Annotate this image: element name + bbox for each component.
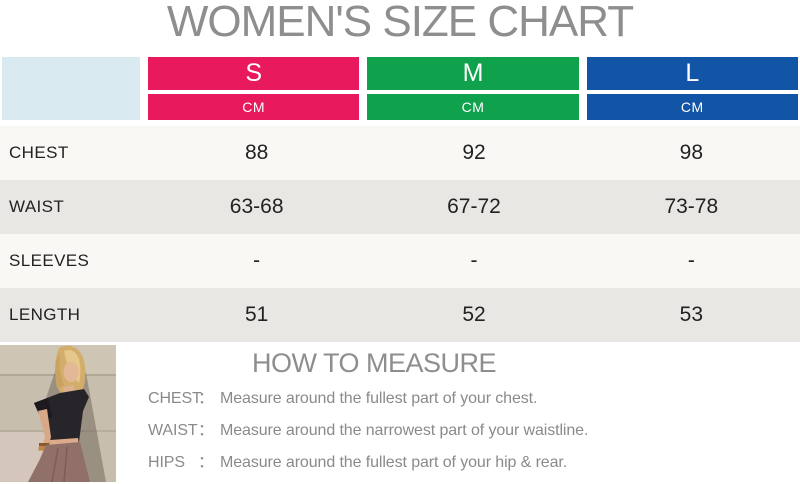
waist-value-l: 73-78	[664, 195, 719, 218]
model-photo	[0, 345, 116, 482]
page-title: WOMEN'S SIZE CHART	[166, 0, 634, 46]
size-header-m: M	[367, 57, 579, 90]
model-photo-illustration	[0, 345, 116, 482]
table-row-length: LENGTH 51 52 53	[0, 288, 800, 342]
table-row-sleeves: SLEEVES - - -	[0, 234, 800, 288]
how-to-measure-heading: HOW TO MEASURE	[251, 348, 497, 378]
size-header-l: L	[586, 57, 798, 90]
size-table-header: S M L CM CM CM	[2, 57, 798, 120]
measure-text-hips: Measure around the fullest part of your …	[220, 454, 568, 471]
measure-label-waist: WAIST	[148, 422, 198, 439]
measure-text-chest: Measure around the fullest part of your …	[220, 390, 538, 407]
sleeves-value-l: -	[687, 249, 695, 272]
sleeves-value-m: -	[470, 249, 478, 272]
size-header-s: S	[148, 57, 360, 90]
row-label-length: LENGTH	[9, 305, 81, 324]
table-row-chest: CHEST 88 92 98	[0, 126, 800, 180]
measure-label-chest: CHEST	[148, 390, 202, 407]
measure-colon: ：	[198, 422, 214, 439]
sleeves-value-s: -	[253, 249, 261, 272]
measure-item-waist: WAIST ： Measure around the narrowest par…	[148, 420, 632, 442]
size-table-body: CHEST 88 92 98 WAIST 63-68 67-72 73-78 S…	[0, 126, 800, 342]
corner-cell	[2, 57, 140, 120]
chest-value-l: 98	[679, 141, 703, 164]
chest-value-m: 92	[462, 141, 486, 164]
measure-item-hips: HIPS ： Measure around the fullest part o…	[148, 452, 632, 474]
length-value-l: 53	[679, 303, 703, 326]
waist-value-s: 63-68	[229, 195, 284, 218]
measure-colon: ：	[198, 454, 214, 471]
measure-colon: ：	[198, 390, 214, 407]
waist-value-m: 67-72	[447, 195, 501, 218]
measure-text-waist: Measure around the narrowest part of you…	[220, 422, 589, 439]
unit-header-s: CM	[148, 94, 360, 120]
row-label-sleeves: SLEEVES	[9, 251, 90, 270]
table-row-waist: WAIST 63-68 67-72 73-78	[0, 180, 800, 234]
unit-header-m: CM	[367, 94, 579, 120]
unit-header-l: CM	[586, 94, 798, 120]
measure-label-hips: HIPS	[148, 454, 185, 471]
row-label-chest: CHEST	[9, 143, 69, 162]
measure-item-chest: CHEST ： Measure around the fullest part …	[148, 388, 632, 410]
length-value-m: 52	[462, 303, 486, 326]
how-to-measure-section: HOW TO MEASURE CHEST ： Measure around th…	[116, 345, 632, 484]
chest-value-s: 88	[244, 141, 269, 164]
length-value-s: 51	[244, 303, 269, 326]
row-label-waist: WAIST	[9, 197, 65, 216]
